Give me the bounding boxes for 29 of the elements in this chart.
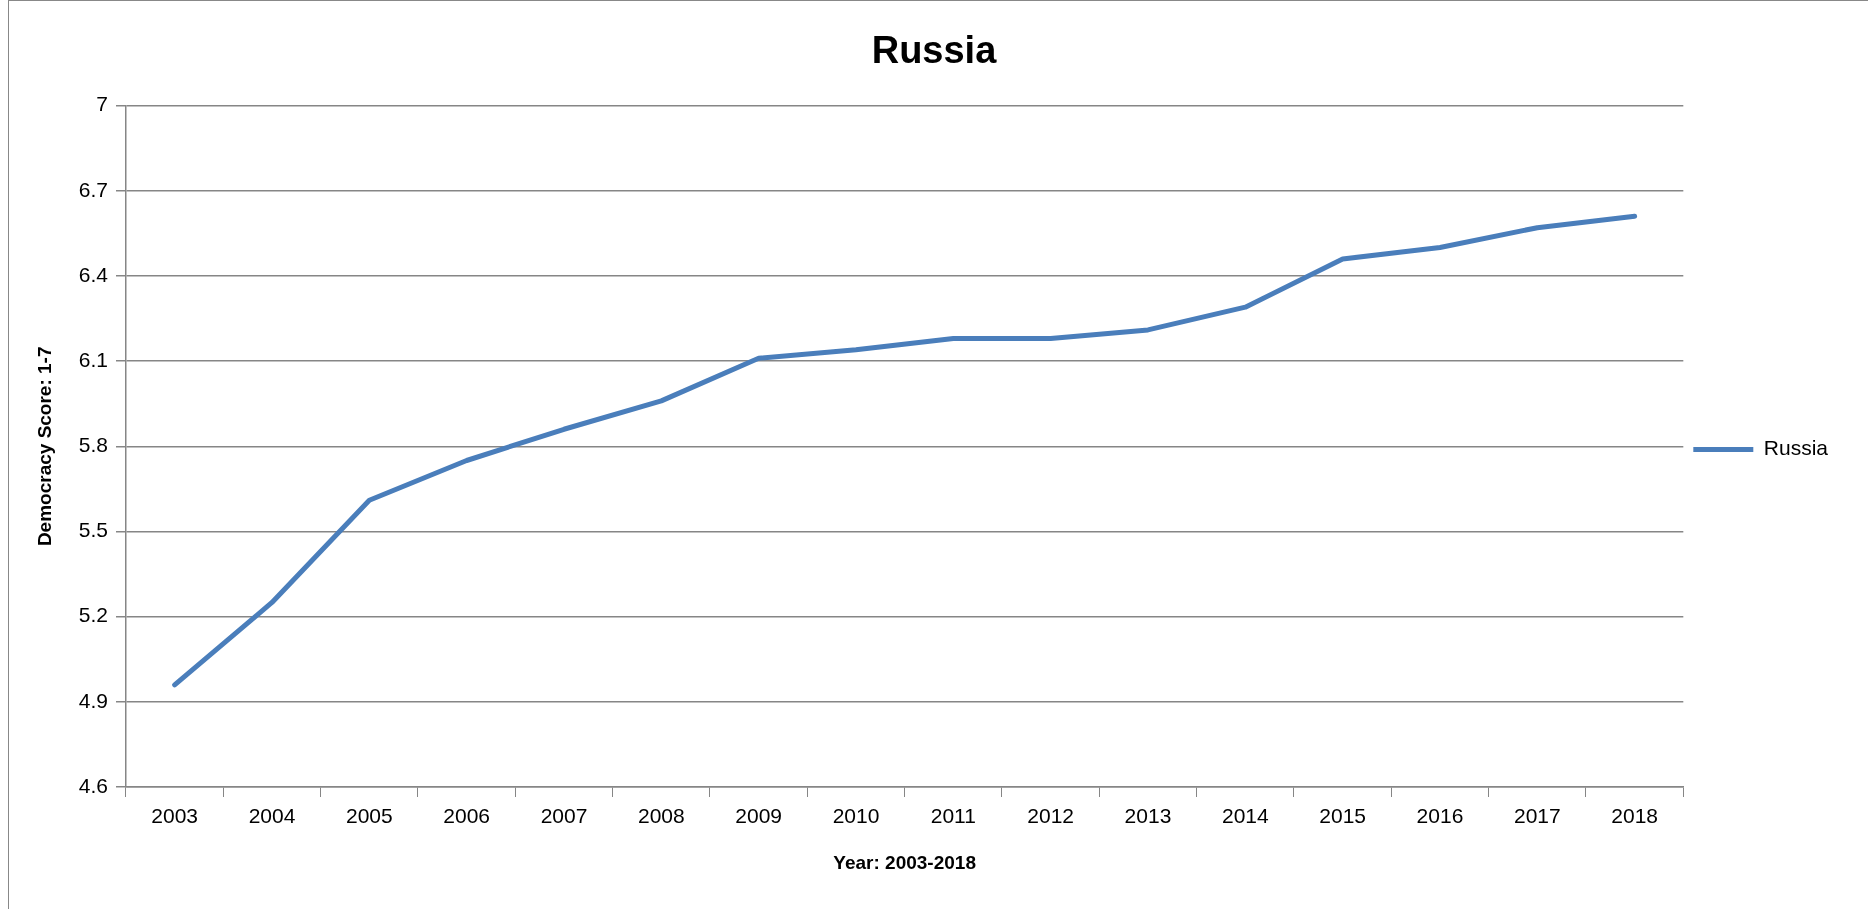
y-tick-label: 6.1: [78, 347, 108, 371]
x-tick-label: 2003: [151, 804, 199, 828]
x-tick-label: 2018: [1611, 804, 1658, 828]
y-tick-label: 4.6: [78, 773, 108, 797]
y-tick-label: 5.8: [78, 433, 108, 457]
x-tick-label: 2005: [345, 804, 393, 828]
chart-title: Russia: [871, 29, 998, 72]
x-tick-label: 2008: [637, 804, 685, 828]
y-tick-label: 5.2: [78, 603, 108, 627]
y-tick-label: 7: [96, 92, 108, 116]
x-tick-label: 2014: [1221, 804, 1269, 828]
x-tick-label: 2010: [832, 804, 880, 828]
x-tick-label: 2011: [930, 804, 976, 828]
x-tick-label: 2007: [540, 804, 588, 828]
x-tick-label: 2012: [1027, 804, 1075, 828]
y-tick-label: 4.9: [78, 688, 108, 712]
x-tick-label: 2016: [1416, 804, 1464, 828]
x-tick-label: 2015: [1319, 804, 1367, 828]
y-tick-label: 6.7: [78, 177, 108, 201]
x-tick-label: 2017: [1513, 804, 1561, 828]
y-tick-label: 6.4: [78, 262, 109, 286]
x-tick-label: 2013: [1124, 804, 1172, 828]
x-axis-title: Year: 2003-2018: [833, 851, 976, 873]
x-tick-label: 2009: [735, 804, 783, 828]
legend-label: Russia: [1763, 436, 1829, 460]
x-tick-label: 2004: [248, 804, 296, 828]
x-tick-label: 2006: [443, 804, 491, 828]
y-axis-title: Democracy Score: 1-7: [33, 346, 55, 547]
y-tick-label: 5.5: [78, 518, 108, 542]
